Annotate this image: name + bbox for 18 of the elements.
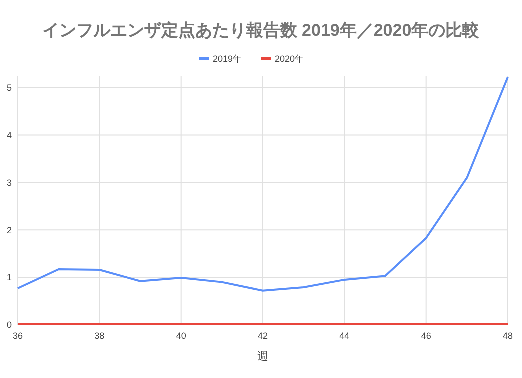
y-tick-label: 5 — [6, 83, 12, 94]
y-tick-label: 1 — [6, 272, 12, 283]
x-tick-label: 42 — [258, 331, 268, 341]
x-tick-label: 36 — [12, 331, 24, 341]
x-tick-label: 38 — [94, 331, 105, 341]
x-tick-label: 48 — [502, 331, 514, 341]
y-tick-label: 4 — [6, 130, 12, 140]
y-tick-label: 2 — [6, 225, 12, 236]
x-tick-label: 40 — [176, 331, 186, 341]
line-series — [17, 76, 509, 292]
y-tick-label: 0 — [6, 320, 12, 330]
legend-label: 2019年 — [213, 54, 242, 64]
x-tick-label: 44 — [340, 331, 350, 341]
x-tick-label: 46 — [421, 331, 432, 341]
chart-title: インフルエンザ定点あたり報告数 2019年／2020年の比較 — [42, 21, 481, 40]
legend-label: 2020年 — [275, 54, 304, 64]
y-tick-label: 3 — [6, 178, 12, 188]
x-axis-title: 週 — [258, 351, 268, 363]
